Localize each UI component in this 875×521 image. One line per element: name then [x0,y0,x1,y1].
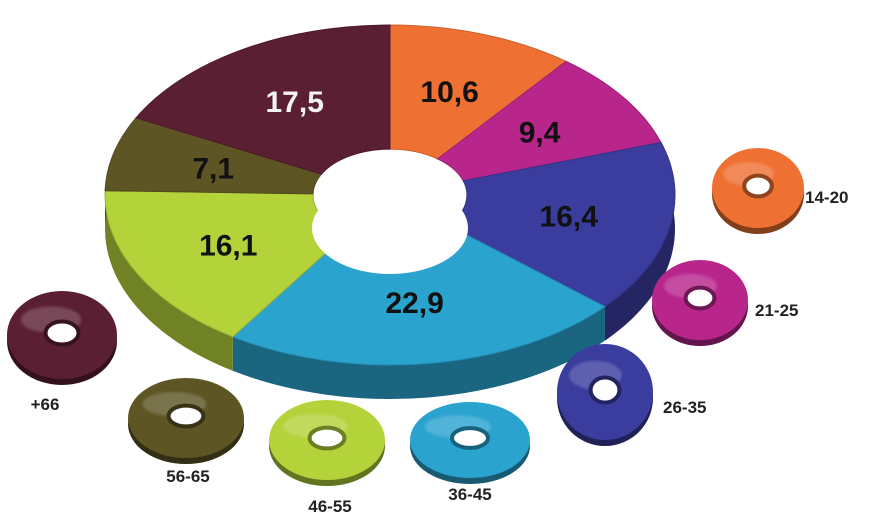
legend-label: 14-20 [805,188,848,207]
slice-value-label: 16,4 [540,201,599,234]
legend-item-46-55: 46-55 [269,400,385,516]
legend-item-36-45: 36-45 [410,402,530,504]
legend-donut-hole [683,285,717,311]
donut-hole [312,182,468,274]
slice-value-label: 9,4 [519,117,561,150]
slice-value-label: 22,9 [385,287,443,320]
legend-donut-hole [588,375,622,405]
slice-value-label: 17,5 [266,86,324,119]
slice-value-label: 10,6 [420,76,478,109]
slice-depth-46-55 [104,190,233,371]
slice-value-label: 7,1 [192,152,234,185]
slice-56-65 [104,117,323,195]
legend-donut-hole [307,425,347,451]
slice-+66 [135,24,391,175]
legend-item-14-20: 14-20 [712,148,848,234]
slice-26-35 [447,141,676,308]
legend-donut-hole [742,173,774,199]
legend-item-26-35: 26-35 [557,344,706,446]
legend-label: 56-65 [166,467,209,486]
legend-label: 26-35 [663,398,706,417]
slice-value-label: 16,1 [199,229,257,262]
slice-21-25 [436,60,662,182]
legend-donut-hole [166,403,206,429]
legend-item-+66: +66 [7,291,117,414]
slice-depth-36-45 [232,306,605,400]
legend: 14-20 21-25 26-35 36-45 46-55 56-65 +66 [7,148,848,516]
legend-donut-hole [43,319,81,347]
legend-label: 46-55 [308,497,351,516]
slice-labels: 10,6 9,4 16,4 22,9 16,1 7,1 17,5 [192,76,598,320]
legend-item-21-25: 21-25 [652,260,798,346]
legend-donut-hole [450,426,490,450]
donut-slices [104,24,676,366]
legend-label: +66 [31,395,60,414]
legend-item-56-65: 56-65 [128,378,244,486]
slice-14-20 [389,24,568,160]
legend-label: 36-45 [448,485,491,504]
legend-label: 21-25 [755,301,798,320]
